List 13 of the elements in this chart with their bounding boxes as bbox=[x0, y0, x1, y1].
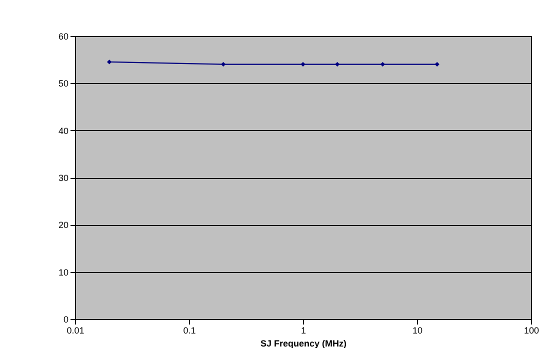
x-tick-label: 100 bbox=[524, 326, 540, 336]
y-tick-label: 10 bbox=[58, 267, 68, 278]
x-tick-label: 0.1 bbox=[183, 326, 196, 336]
y-tick-label: 20 bbox=[58, 220, 68, 230]
y-tick-label: 0 bbox=[63, 314, 68, 324]
x-tick-label: 10 bbox=[412, 326, 423, 336]
x-tick-label: 1 bbox=[300, 326, 306, 336]
x-tick-label: 0.01 bbox=[66, 326, 84, 336]
x-axis-title: SJ Frequency (MHz) bbox=[260, 338, 347, 348]
y-tick-label: 60 bbox=[58, 32, 68, 42]
y-tick-label: 40 bbox=[58, 126, 68, 136]
y-tick-label: 30 bbox=[58, 173, 68, 183]
y-tick-label: 50 bbox=[58, 78, 68, 89]
